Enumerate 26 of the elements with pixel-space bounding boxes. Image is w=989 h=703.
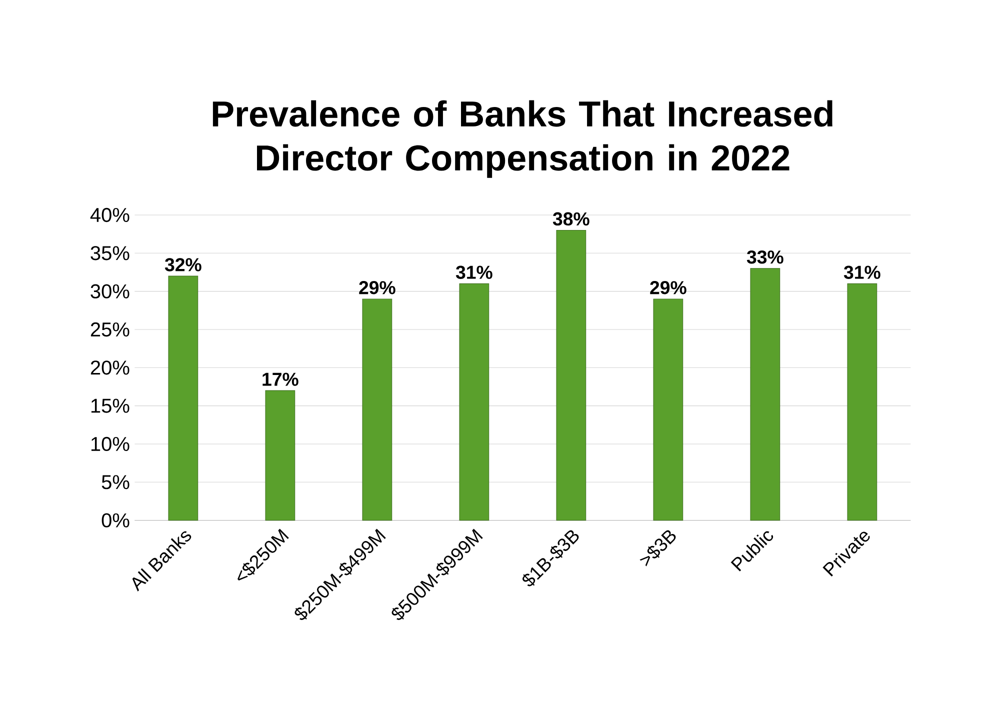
y-tick-label: 25% bbox=[90, 322, 130, 337]
y-tick-label: 10% bbox=[91, 436, 130, 452]
data-label: 31% bbox=[844, 266, 880, 279]
y-tick-label: 20% bbox=[90, 360, 130, 375]
chart-title: Prevalence of Banks That Increased Director Compensation in 2022 bbox=[212, 100, 832, 178]
bar bbox=[750, 268, 780, 521]
bar bbox=[847, 283, 878, 521]
bar bbox=[362, 298, 392, 521]
data-label: 17% bbox=[262, 372, 298, 386]
y-tick-label: 0% bbox=[102, 513, 130, 528]
data-label: 29% bbox=[650, 281, 686, 294]
data-label: 38% bbox=[552, 212, 590, 226]
bar bbox=[168, 276, 198, 521]
bar bbox=[265, 390, 296, 521]
data-label: 29% bbox=[359, 281, 396, 294]
y-tick-label: 5% bbox=[102, 475, 130, 490]
data-label: 31% bbox=[456, 266, 492, 279]
y-tick-label: 35% bbox=[90, 246, 130, 260]
data-label: 32% bbox=[164, 258, 202, 272]
data-label: 33% bbox=[746, 250, 784, 264]
y-tick-label: 40% bbox=[90, 208, 130, 222]
bar bbox=[556, 230, 586, 521]
y-tick-label: 30% bbox=[90, 284, 130, 298]
bar bbox=[653, 298, 684, 521]
y-tick-label: 15% bbox=[91, 398, 130, 413]
bar bbox=[459, 283, 490, 521]
